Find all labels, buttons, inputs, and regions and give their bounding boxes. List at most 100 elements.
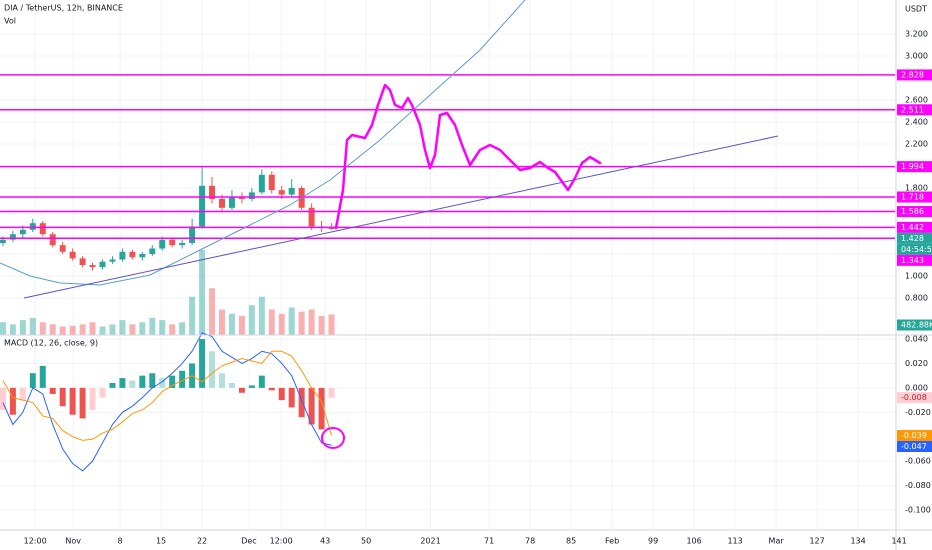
x-tick-label: 71 (484, 537, 494, 546)
candle-body (49, 234, 56, 246)
x-tick-label: 106 (686, 537, 701, 546)
volume-bar (248, 305, 255, 335)
y-tick-label: -0.080 (905, 481, 931, 490)
volume-bar (268, 309, 275, 335)
volume-bar (238, 315, 245, 335)
volume-bar (0, 322, 6, 335)
histogram-bar (179, 370, 186, 388)
histogram-bar (9, 387, 16, 415)
volume-label: 482.88K (901, 321, 932, 330)
volume-bar (69, 325, 76, 335)
x-tick-label: Mar (769, 537, 785, 546)
last-price-label: 1.428 (901, 234, 924, 243)
volume-bar (169, 324, 176, 335)
y-tick-label: 0.020 (905, 359, 928, 368)
level-label: 2.511 (901, 105, 924, 114)
histogram-bar (59, 387, 66, 407)
candle-body (159, 239, 166, 249)
candle-body (119, 251, 126, 260)
x-tick-label: 12:00 (24, 537, 47, 546)
volume-bar (129, 324, 136, 335)
volume-bar (189, 296, 196, 335)
histogram-bar (298, 387, 305, 418)
candle-body (268, 174, 275, 191)
histogram-bar (328, 387, 335, 398)
candle-body (209, 185, 216, 199)
x-tick-label: 43 (320, 537, 330, 546)
candle-body (39, 223, 46, 235)
x-tick-label: 15 (156, 537, 166, 546)
x-tick-label: 127 (809, 537, 824, 546)
histogram-bar (139, 375, 146, 388)
volume-bar (159, 320, 166, 335)
y-tick-label: -0.060 (905, 457, 931, 466)
level-label: 1.994 (901, 162, 924, 171)
level-label: 1.718 (901, 193, 924, 202)
y-tick-label: 0.000 (905, 383, 928, 392)
histogram-bar (129, 380, 136, 388)
volume-bar (109, 324, 116, 335)
y-tick-label: 3.200 (905, 29, 928, 38)
candle-body (29, 223, 36, 230)
axis-labels: 12:00 Nov 8 15 22 Dec 12:00 43 50 2021 71 78 85 Feb 99… (24, 29, 932, 546)
volume-bar (19, 320, 26, 335)
histogram-label-bg (897, 392, 932, 404)
level-label: 1.586 (901, 207, 924, 216)
histogram-bar (49, 387, 56, 394)
histogram-bar (159, 378, 166, 388)
histogram-bar (99, 387, 106, 398)
countdown-label-bg (897, 243, 932, 255)
candle-body (258, 174, 265, 193)
x-tick-label: Feb (605, 537, 619, 546)
x-tick-label: Nov (65, 537, 81, 546)
y-tick-label: 2.600 (905, 95, 928, 104)
candle-body (179, 242, 186, 246)
level-label-bg (897, 206, 932, 218)
candle-body (79, 258, 86, 265)
candle-body (308, 207, 315, 227)
volume-bar (9, 324, 16, 335)
chart-title: DIA / TetherUS, 12h, BINANCE (4, 4, 123, 13)
candle-body (278, 190, 285, 195)
histogram-bar (39, 365, 46, 388)
level-label-bg (897, 254, 932, 266)
histogram-bar (109, 382, 116, 388)
candle-body (328, 227, 335, 229)
y-tick-label: 0.800 (905, 293, 928, 302)
histogram-bar (248, 385, 255, 388)
volume-bar (119, 320, 126, 335)
y-tick-label: 1.800 (905, 183, 928, 192)
histogram-bar (218, 373, 225, 388)
x-tick-label: 99 (648, 537, 658, 546)
drawn-projection (334, 83, 602, 230)
y-tick-label: 3.000 (905, 51, 928, 60)
volume-bar (298, 311, 305, 335)
histogram-bar (119, 378, 126, 388)
x-tick-label: 113 (727, 537, 742, 546)
candle-body (248, 192, 255, 199)
volume-bar (179, 322, 186, 335)
volume-bar (308, 309, 315, 335)
x-tick-label: 134 (850, 537, 865, 546)
volume-bar (59, 326, 66, 335)
volume-bar (228, 313, 235, 335)
histogram-bar (19, 387, 26, 401)
volume-bar (218, 309, 225, 335)
histogram-bar (169, 375, 176, 388)
candle-body (218, 198, 225, 208)
volume-bar (288, 307, 295, 335)
x-tick-label: 8 (118, 537, 123, 546)
volume-bar (149, 318, 156, 335)
histogram-bar (89, 387, 96, 410)
last-price-label-bg (897, 232, 932, 244)
level-label-bg (897, 191, 932, 203)
y-tick-label: -0.100 (905, 505, 931, 514)
x-tick-label: 78 (525, 537, 535, 546)
macd-label: -0.047 (901, 442, 927, 451)
volume-bar (258, 296, 265, 335)
x-tick-label: 85 (566, 537, 576, 546)
candle-body (99, 261, 106, 268)
level-label: 1.442 (901, 223, 924, 232)
histogram-bar (288, 387, 295, 408)
